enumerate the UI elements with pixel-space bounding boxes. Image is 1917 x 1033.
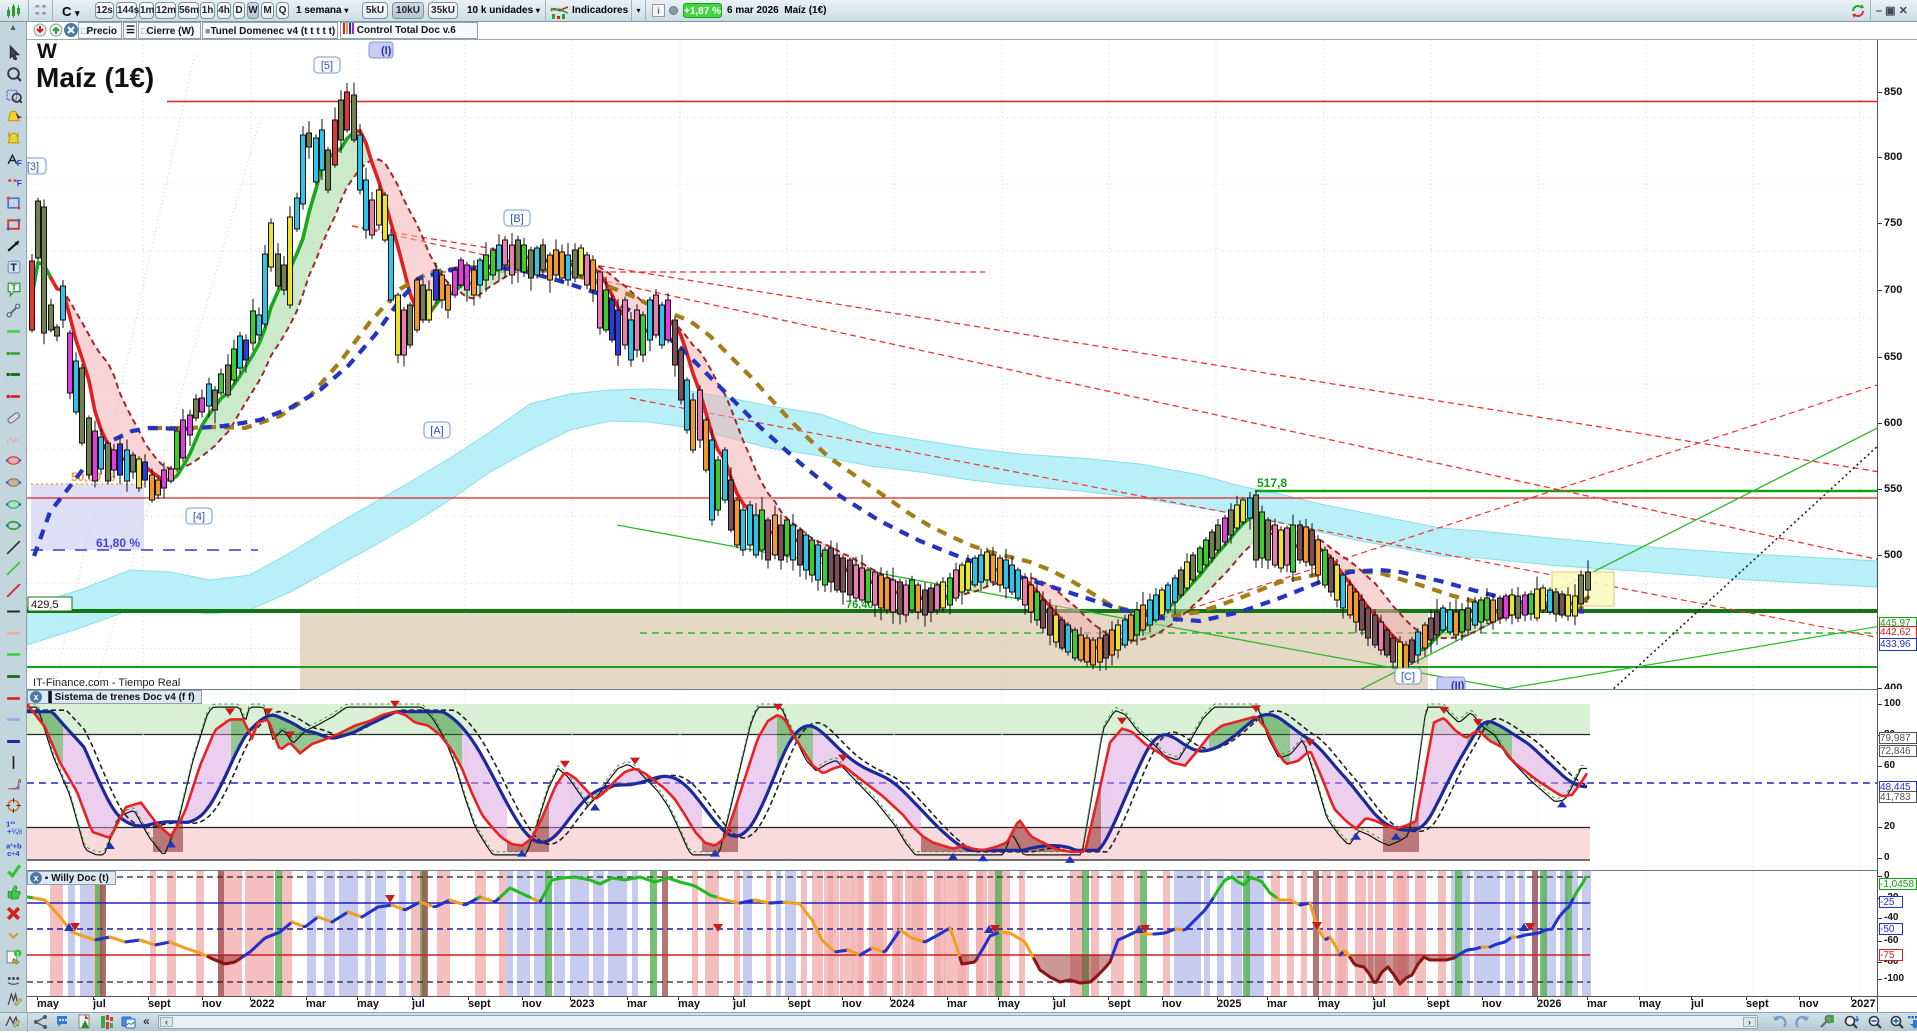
svg-text:[5]: [5] — [321, 60, 333, 72]
svg-text:F: F — [17, 178, 22, 188]
svg-text:T: T — [11, 283, 17, 293]
svg-text:[A]: [A] — [430, 425, 443, 437]
svg-text:IT-Finance.com - Tiempo Real: IT-Finance.com - Tiempo Real — [33, 677, 180, 689]
svg-text:(II): (II) — [1451, 680, 1465, 689]
svg-text:[B]: [B] — [510, 213, 523, 225]
svg-text:a: a — [18, 777, 22, 784]
svg-text:429,5: 429,5 — [31, 599, 59, 611]
svg-text:(I): (I) — [381, 45, 392, 57]
svg-text:c÷4: c÷4 — [7, 849, 20, 857]
svg-text:517,8: 517,8 — [1257, 476, 1287, 490]
svg-text:[C]: [C] — [1401, 671, 1415, 683]
svg-text:[3]: [3] — [27, 161, 39, 173]
svg-text:F: F — [17, 158, 22, 168]
svg-text:T: T — [10, 262, 17, 274]
svg-text:1: 1 — [16, 952, 20, 959]
svg-text:[4]: [4] — [193, 511, 205, 523]
svg-text:+¼½: +¼½ — [7, 827, 22, 836]
svg-text:61,80 %: 61,80 % — [96, 536, 140, 550]
